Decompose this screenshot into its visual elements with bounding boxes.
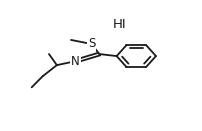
Text: HI: HI xyxy=(112,18,126,31)
Text: N: N xyxy=(71,55,80,68)
Text: S: S xyxy=(87,37,95,50)
